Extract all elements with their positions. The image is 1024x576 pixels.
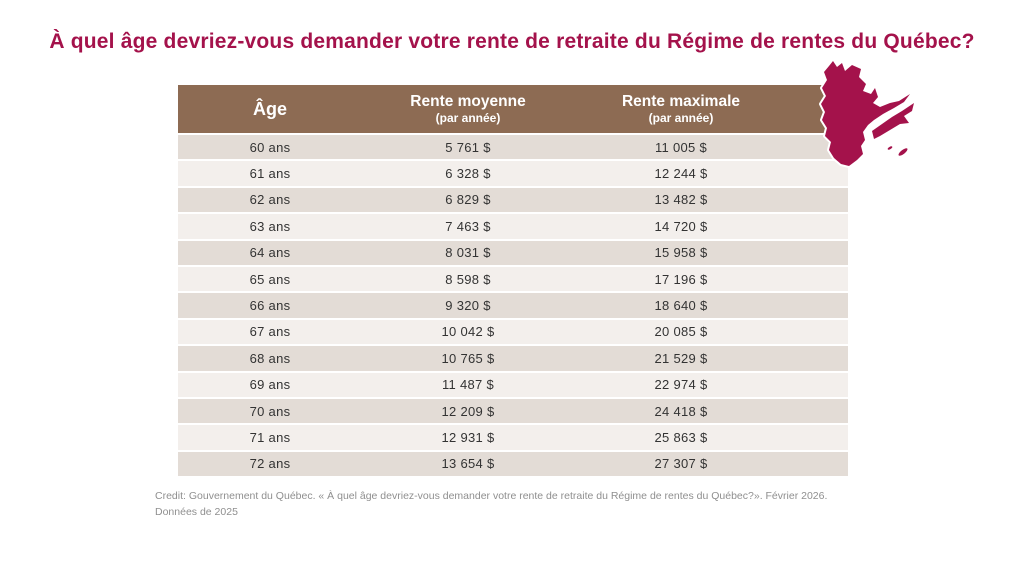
cell-maximale: 15 958 $ bbox=[654, 245, 708, 261]
cell-maximale: 21 529 $ bbox=[654, 350, 708, 366]
cell-moyenne: 5 761 $ bbox=[445, 139, 491, 155]
cell-maximale: 20 085 $ bbox=[654, 324, 708, 340]
gaspe-peninsula-shape bbox=[870, 101, 916, 141]
cell-moyenne: 12 931 $ bbox=[441, 429, 495, 445]
column-header-rente-maximale: Rente maximale (par année) bbox=[574, 92, 788, 126]
table-row: 71 ans 12 931 $ 25 863 $ bbox=[178, 425, 848, 452]
cell-maximale: 17 196 $ bbox=[654, 271, 708, 287]
cell-maximale: 24 418 $ bbox=[654, 403, 708, 419]
column-header-sublabel: (par année) bbox=[435, 111, 501, 126]
table-body: 60 ans 5 761 $ 11 005 $ 61 ans 6 328 $ 12 244… bbox=[178, 135, 848, 479]
cell-maximale: 12 244 $ bbox=[654, 166, 708, 182]
table-row: 60 ans 5 761 $ 11 005 $ bbox=[178, 135, 848, 162]
cell-age: 65 ans bbox=[249, 271, 291, 287]
table-row: 63 ans 7 463 $ 14 720 $ bbox=[178, 214, 848, 241]
cell-age: 68 ans bbox=[249, 350, 291, 366]
column-header-label: Rente moyenne bbox=[410, 92, 526, 110]
cell-moyenne: 8 598 $ bbox=[445, 271, 491, 287]
quebec-mainland-shape bbox=[819, 59, 912, 168]
cell-moyenne: 8 031 $ bbox=[445, 245, 491, 261]
cell-age: 67 ans bbox=[249, 324, 291, 340]
table-row: 69 ans 11 487 $ 22 974 $ bbox=[178, 372, 848, 399]
cell-moyenne: 6 829 $ bbox=[445, 192, 491, 208]
quebec-map-icon bbox=[819, 59, 916, 168]
cell-age: 64 ans bbox=[249, 245, 291, 261]
cell-moyenne: 10 042 $ bbox=[441, 324, 495, 340]
table-row: 67 ans 10 042 $ 20 085 $ bbox=[178, 319, 848, 347]
cell-age: 62 ans bbox=[249, 192, 291, 208]
page-title: À quel âge devriez-vous demander votre r… bbox=[49, 30, 975, 53]
cell-age: 60 ans bbox=[249, 139, 291, 155]
cell-maximale: 14 720 $ bbox=[654, 218, 708, 234]
column-header-label: Rente maximale bbox=[621, 92, 741, 110]
table-row: 68 ans 10 765 $ 21 529 $ bbox=[178, 346, 848, 373]
cell-age: 63 ans bbox=[249, 218, 291, 234]
credit-line-1: Credit: Gouvernement du Québec. « À quel… bbox=[155, 490, 828, 502]
cell-maximale: 27 307 $ bbox=[654, 456, 708, 472]
column-header-age: Âge bbox=[178, 98, 362, 121]
cell-moyenne: 6 328 $ bbox=[445, 166, 491, 182]
table-row: 61 ans 6 328 $ 12 244 $ bbox=[178, 161, 848, 188]
cell-moyenne: 13 654 $ bbox=[441, 456, 495, 472]
column-header-sublabel: (par année) bbox=[648, 111, 714, 126]
cell-moyenne: 7 463 $ bbox=[445, 218, 491, 234]
table-row: 66 ans 9 320 $ 18 640 $ bbox=[178, 293, 848, 320]
column-header-rente-moyenne: Rente moyenne (par année) bbox=[362, 92, 574, 126]
cell-moyenne: 11 487 $ bbox=[441, 377, 495, 393]
cell-age: 71 ans bbox=[249, 429, 291, 445]
island-shape bbox=[897, 147, 909, 157]
table-row: 65 ans 8 598 $ 17 196 $ bbox=[178, 266, 848, 294]
credit-note: Credit: Gouvernement du Québec. « À quel… bbox=[155, 489, 895, 521]
table-header: Âge Rente moyenne (par année) Rente maxi… bbox=[178, 85, 848, 135]
cell-age: 69 ans bbox=[249, 377, 291, 393]
table-row: 62 ans 6 829 $ 13 482 $ bbox=[178, 187, 848, 215]
cell-moyenne: 12 209 $ bbox=[441, 403, 495, 419]
cell-maximale: 25 863 $ bbox=[654, 429, 708, 445]
cell-age: 61 ans bbox=[249, 166, 291, 182]
cell-maximale: 13 482 $ bbox=[654, 192, 708, 208]
table-row: 70 ans 12 209 $ 24 418 $ bbox=[178, 398, 848, 426]
cell-maximale: 18 640 $ bbox=[654, 298, 708, 314]
cell-age: 66 ans bbox=[249, 298, 291, 314]
pension-table: Âge Rente moyenne (par année) Rente maxi… bbox=[178, 85, 848, 479]
cell-moyenne: 10 765 $ bbox=[441, 350, 495, 366]
table-row: 72 ans 13 654 $ 27 307 $ bbox=[178, 451, 848, 479]
cell-age: 72 ans bbox=[249, 456, 291, 472]
column-header-label: Âge bbox=[252, 98, 287, 119]
table-row: 64 ans 8 031 $ 15 958 $ bbox=[178, 240, 848, 267]
cell-moyenne: 9 320 $ bbox=[445, 298, 491, 314]
cell-maximale: 11 005 $ bbox=[654, 139, 708, 155]
small-island-shape bbox=[886, 145, 894, 151]
credit-line-2: Données de 2025 bbox=[155, 505, 238, 518]
cell-maximale: 22 974 $ bbox=[654, 377, 708, 393]
cell-age: 70 ans bbox=[249, 403, 291, 419]
